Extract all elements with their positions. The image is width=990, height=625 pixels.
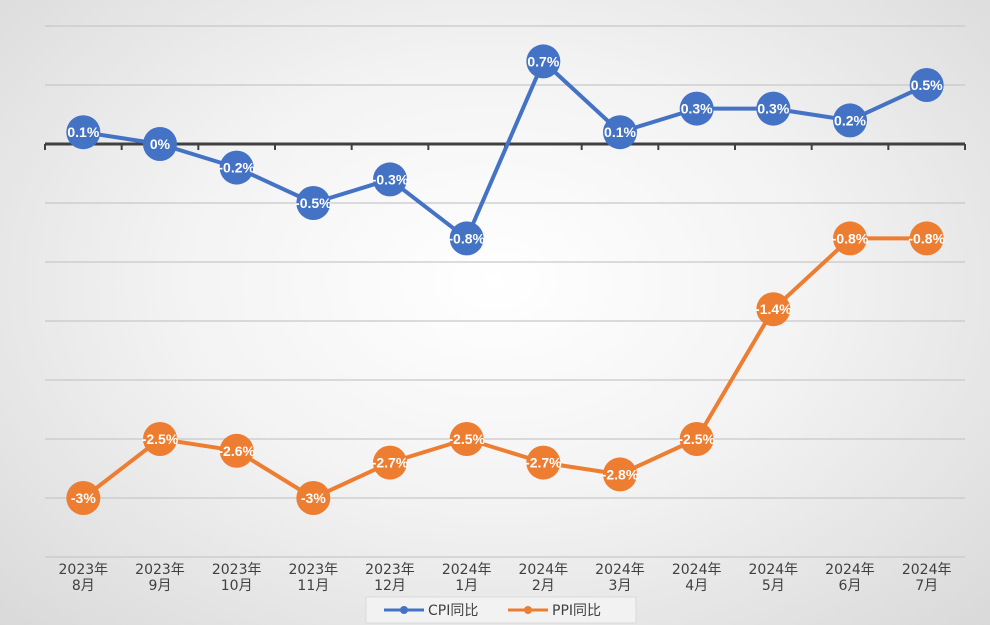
x-tick-label: 2024年 4月: [672, 562, 722, 594]
data-point: [373, 162, 407, 197]
data-label: -2.7%: [525, 455, 562, 471]
x-tick-label: 2023年 11月: [289, 562, 339, 594]
series-ppi: -3% -2.5% -2.6% -3% -2.7% -2.5% -2.7% -2.8% -2.5…: [66, 221, 946, 515]
data-label: 0%: [150, 136, 171, 152]
data-point: [373, 445, 407, 480]
data-point: [296, 481, 331, 515]
data-label: -0.8%: [908, 230, 945, 246]
x-tick-label: 2024年 3月: [595, 562, 645, 594]
data-point: [833, 103, 867, 138]
x-tick-label: 2024年 6月: [825, 562, 875, 594]
data-label: -3%: [71, 490, 96, 506]
data-label: -0.8%: [832, 230, 869, 246]
data-point: [679, 91, 714, 126]
x-tick-label: 2023年 10月: [212, 562, 262, 594]
series-cpi: 0.1% 0% -0.2% -0.5% -0.3% -0.8% 0.7% 0.1% 0.3% 0.…: [66, 44, 944, 256]
x-tick-label: 2024年 1月: [442, 562, 492, 594]
data-label: 0.3%: [681, 101, 713, 117]
data-label: 0.3%: [757, 101, 789, 117]
data-label: -2.6%: [218, 443, 255, 459]
data-point: [603, 115, 637, 150]
data-point: [756, 91, 791, 126]
legend-ppi-marker-icon: [524, 606, 532, 614]
data-point: [909, 221, 944, 256]
data-point: [66, 115, 101, 150]
data-point: [219, 150, 254, 185]
data-label: -2.5%: [678, 431, 715, 447]
x-tick-label: 2024年 5月: [749, 562, 799, 594]
data-point: [66, 481, 101, 515]
data-label: 0.1%: [67, 124, 99, 140]
legend: CPI同比 PPI同比: [365, 596, 637, 624]
data-point: [833, 221, 867, 256]
data-label: 0.1%: [604, 124, 636, 140]
data-point: [143, 422, 177, 456]
data-label: -1.4%: [755, 301, 792, 317]
data-point: [603, 457, 637, 492]
data-point: [449, 221, 484, 256]
series-line: [83, 59, 928, 241]
data-point: [526, 445, 561, 480]
data-label: 0.2%: [834, 112, 866, 128]
data-label: -0.3%: [372, 171, 409, 187]
data-label: -0.2%: [218, 160, 255, 176]
data-label: -0.5%: [295, 195, 332, 211]
x-tick-label: 2024年 2月: [519, 562, 569, 594]
data-label: -3%: [301, 490, 326, 506]
data-point: [219, 433, 254, 468]
data-point: [756, 292, 791, 327]
data-point: [526, 44, 561, 79]
data-label: -0.8%: [448, 230, 485, 246]
data-point: [909, 68, 944, 102]
x-tick-label: 2023年 9月: [135, 562, 185, 594]
data-label: -2.8%: [602, 466, 639, 482]
x-tick-label: 2023年 8月: [59, 562, 109, 594]
data-point: [449, 422, 484, 456]
data-point: [143, 127, 177, 161]
data-label: 0.5%: [911, 77, 943, 93]
legend-cpi-marker-icon: [400, 606, 408, 614]
legend-cpi-label: CPI同比: [428, 603, 478, 619]
legend-ppi-label: PPI同比: [552, 603, 601, 619]
data-point: [679, 422, 714, 456]
x-tick-label: 2024年 7月: [902, 562, 952, 594]
x-tick-label: 2023年 12月: [365, 562, 415, 594]
data-label: -2.7%: [372, 455, 409, 471]
data-point: [296, 186, 331, 220]
data-label: -2.5%: [448, 431, 485, 447]
series-line: [82, 236, 927, 500]
data-label: -2.5%: [142, 431, 179, 447]
data-label: 0.7%: [527, 53, 559, 69]
